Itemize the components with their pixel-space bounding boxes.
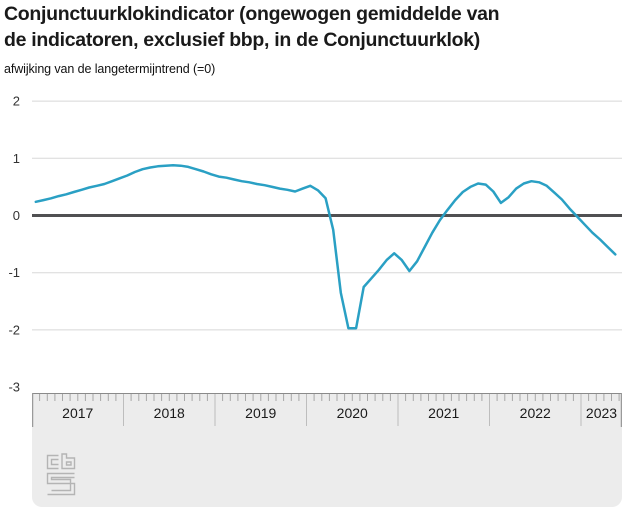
year-label: 2020 [337, 405, 368, 421]
y-axis-tick-label: 0 [13, 208, 20, 223]
year-label: 2021 [428, 405, 459, 421]
y-axis-tick-label: 1 [13, 151, 20, 166]
y-axis-tick-label: -1 [8, 265, 20, 280]
indicator-data-line [34, 163, 617, 330]
bottom-panel: 2017 2018 2019 2020 2021 2022 2023 [32, 393, 622, 507]
cbs-logo-glyph [46, 453, 76, 496]
year-label: 2017 [62, 405, 93, 421]
cbs-logo [44, 453, 78, 497]
y-axis-tick-label: 2 [13, 94, 20, 109]
y-axis-tick-label: -3 [8, 380, 20, 393]
year-label: 2023 [586, 405, 617, 421]
line-chart-plot-area: 2 1 0 -1 -2 -3 [8, 94, 622, 393]
year-label: 2018 [154, 405, 185, 421]
year-label: 2022 [520, 405, 551, 421]
chart-subtitle: afwijking van de langetermijntrend (=0) [4, 62, 216, 76]
year-label: 2019 [245, 405, 276, 421]
chart-title: Conjunctuurklokindicator (ongewogen gemi… [4, 3, 500, 51]
period-slider[interactable]: 2017 2018 2019 2020 2021 2022 2023 [32, 393, 622, 427]
y-axis-tick-label: -2 [8, 322, 20, 337]
